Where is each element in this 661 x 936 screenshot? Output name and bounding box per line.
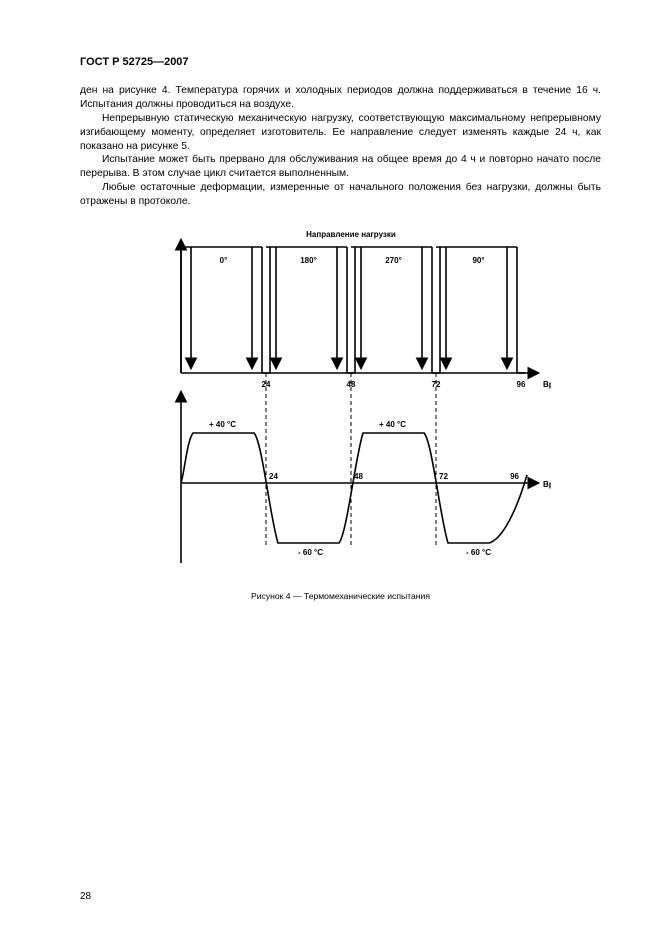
segment-degree-label: 270°	[385, 256, 402, 265]
paragraph-4: Любые остаточные деформации, измеренные …	[80, 181, 601, 209]
figure-4: Направление нагрузки 0° 180° 270° 90° 24 48 72 9…	[80, 223, 601, 583]
bottom-x-tick: 24	[269, 472, 278, 481]
bottom-x-tick: 72	[439, 472, 448, 481]
paragraph-1: ден на рисунке 4. Температура горячих и …	[80, 84, 601, 112]
load-direction-title: Направление нагрузки	[306, 230, 396, 239]
page-number: 28	[80, 891, 91, 902]
temp-low-label: - 60 °C	[298, 548, 323, 557]
bottom-x-tick: 48	[354, 472, 363, 481]
top-x-tick: 96	[516, 380, 525, 389]
segment-degree-label: 0°	[219, 256, 227, 265]
segment-degree-label: 180°	[300, 256, 317, 265]
bottom-x-tick: 96	[510, 472, 519, 481]
segment-degree-label: 90°	[472, 256, 484, 265]
temp-high-label-2: + 40 °C	[379, 420, 406, 429]
temperature-curve	[181, 433, 527, 543]
bottom-x-axis-label: Время, ч	[543, 480, 551, 489]
top-x-axis-label: Время, ч	[543, 380, 551, 389]
paragraph-3: Испытание может быть прервано для обслуж…	[80, 153, 601, 181]
page: ГОСТ Р 52725—2007 ден на рисунке 4. Темп…	[0, 0, 661, 936]
temp-high-label: + 40 °C	[209, 420, 236, 429]
body-text: ден на рисунке 4. Температура горячих и …	[80, 84, 601, 209]
paragraph-2: Непрерывную статическую механическую наг…	[80, 112, 601, 154]
figure-caption: Рисунок 4 — Термомеханические испытания	[80, 591, 601, 601]
standard-code: ГОСТ Р 52725—2007	[80, 56, 189, 68]
temp-low-label-2: - 60 °C	[466, 548, 491, 557]
document-header: ГОСТ Р 52725—2007	[80, 56, 601, 68]
